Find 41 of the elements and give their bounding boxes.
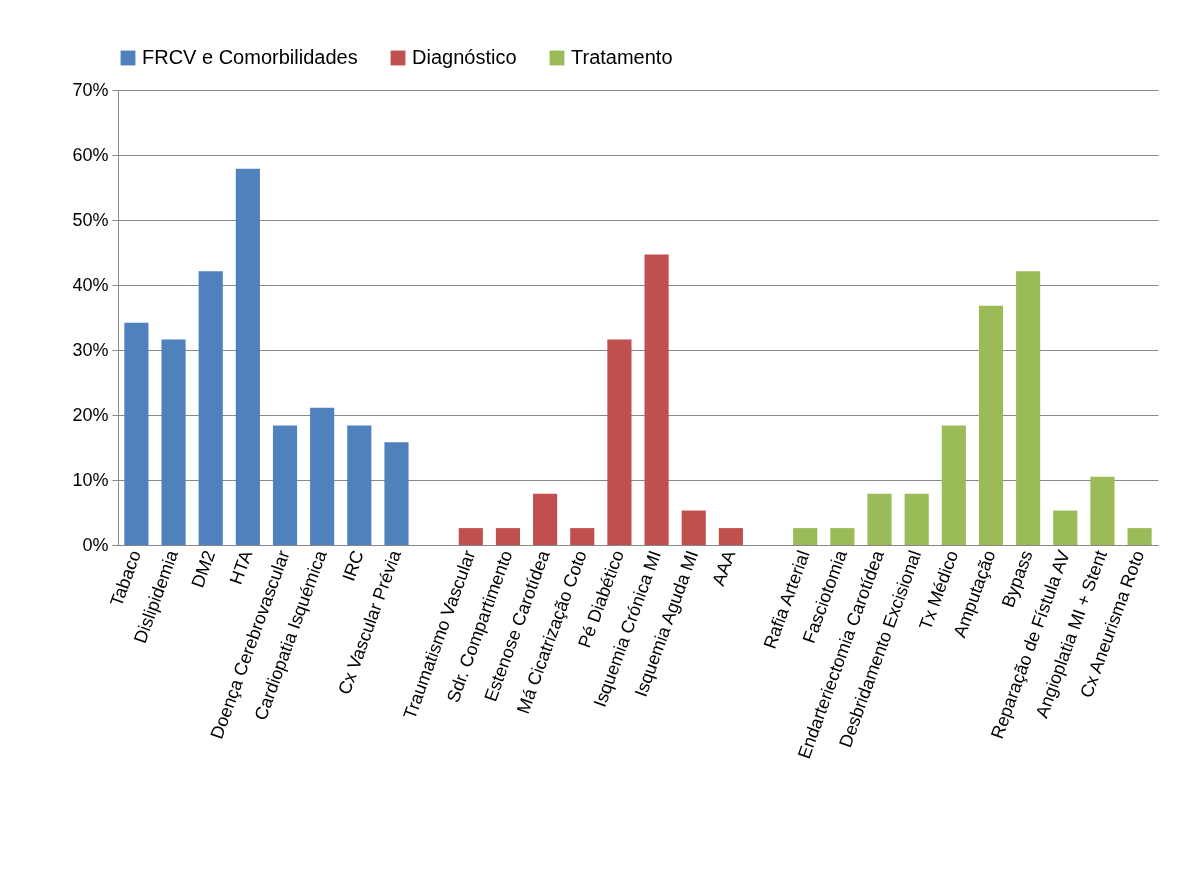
x-tick-label: AAA [708, 547, 740, 589]
bar [904, 493, 929, 545]
bar [458, 528, 483, 545]
legend-label: FRCV e Comorbilidades [142, 46, 358, 68]
bar [644, 254, 669, 545]
bar [272, 425, 298, 545]
bar [793, 528, 818, 545]
x-tick-label: DM2 [187, 547, 220, 591]
bar [1053, 510, 1078, 545]
bar [941, 425, 966, 545]
x-tick-label: Bypass [997, 547, 1037, 611]
bar [1090, 476, 1115, 545]
bar [533, 493, 558, 545]
legend-label: Diagnóstico [412, 46, 517, 68]
bar [978, 305, 1004, 545]
y-tick-label: 10% [72, 469, 109, 490]
bar [384, 442, 409, 545]
bar [347, 425, 372, 545]
legend-label: Tratamento [571, 46, 673, 68]
bar [495, 528, 521, 545]
y-tick-label: 60% [72, 144, 109, 165]
bar [681, 510, 706, 545]
y-tick-label: 0% [82, 534, 109, 555]
bar [198, 271, 223, 545]
bar [607, 339, 632, 545]
bar [124, 322, 149, 545]
bar [830, 528, 855, 545]
bar [161, 339, 186, 545]
bar [867, 493, 892, 545]
y-tick-label: 30% [72, 339, 109, 360]
bar [1127, 528, 1152, 545]
bar [1016, 271, 1041, 545]
y-tick-label: 50% [72, 209, 109, 230]
y-tick-label: 40% [72, 274, 109, 295]
bar [570, 528, 595, 545]
bar [310, 407, 335, 545]
x-tick-label: IRC [338, 547, 368, 584]
bar [718, 528, 743, 545]
bar [235, 168, 260, 545]
y-tick-label: 20% [72, 404, 109, 425]
y-tick-label: 70% [72, 79, 109, 100]
